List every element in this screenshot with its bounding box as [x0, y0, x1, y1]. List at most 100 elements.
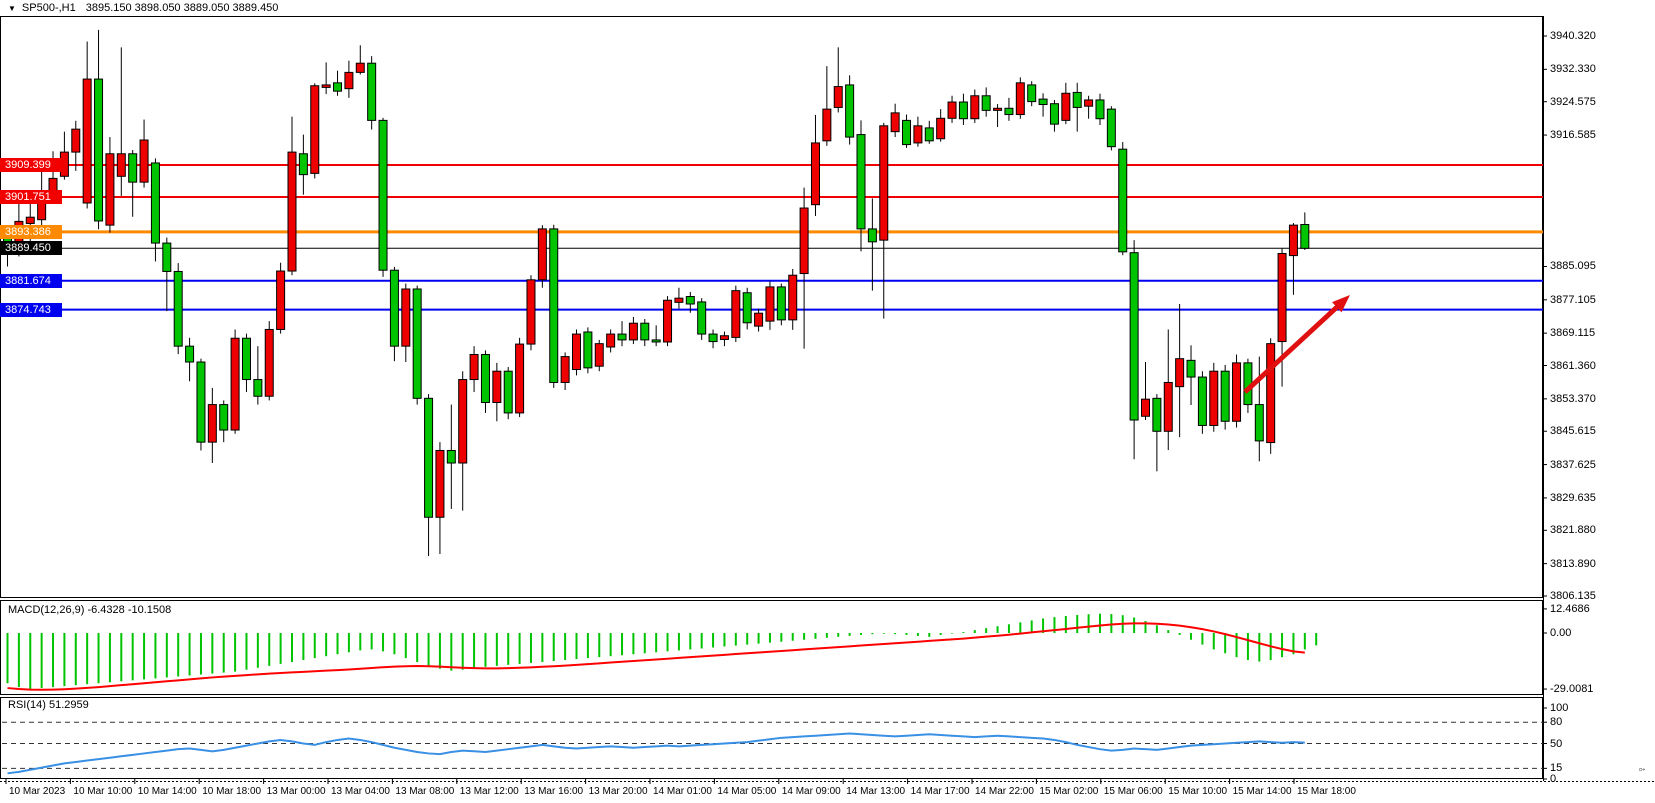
candle-body — [879, 125, 889, 241]
candle-body — [993, 107, 1003, 111]
candle-body — [196, 361, 206, 443]
candle-body — [219, 404, 229, 431]
price-tick-label: 3861.360 — [1550, 359, 1596, 372]
candle-body — [105, 153, 115, 226]
price-line-badge: 3909.399 — [0, 158, 62, 173]
price-tick-label: 3845.615 — [1550, 425, 1596, 438]
time-label: 14 Mar 17:00 — [910, 786, 970, 797]
candle-body — [492, 370, 502, 403]
candle-body — [185, 345, 195, 363]
candle-body — [1288, 224, 1298, 257]
candle-body — [515, 343, 525, 414]
candle-body — [1061, 92, 1071, 121]
symbol-title: SP500-,H1 — [21, 2, 76, 14]
candle-body — [503, 370, 513, 414]
time-label: 14 Mar 13:00 — [846, 786, 906, 797]
candle-body — [924, 127, 934, 142]
candle-body — [1129, 252, 1139, 421]
candle-body — [913, 125, 923, 144]
price-tick-label: 3924.575 — [1550, 95, 1596, 108]
time-label: 15 Mar 14:00 — [1232, 786, 1292, 797]
time-label: 13 Mar 08:00 — [395, 786, 455, 797]
price-tick-label: 3932.330 — [1550, 63, 1596, 76]
candle-body — [936, 117, 946, 140]
candle-body — [822, 108, 832, 142]
candle-body — [321, 84, 331, 88]
candle-body — [1186, 359, 1196, 378]
time-label: 13 Mar 12:00 — [459, 786, 519, 797]
rsi-label: RSI(14) 51.2959 — [8, 699, 89, 711]
candle-body — [424, 397, 434, 518]
candle-body — [1038, 98, 1048, 106]
macd-tick-label: -29.0081 — [1550, 683, 1594, 696]
price-tick-label: 3916.585 — [1550, 129, 1596, 142]
title-bar: ▼ SP500-,H1 3895.150 3898.050 3889.050 3… — [0, 0, 1655, 16]
candle-body — [1095, 99, 1105, 120]
price-tick-label: 3829.635 — [1550, 491, 1596, 504]
candle-body — [947, 101, 957, 119]
candle-body — [94, 78, 104, 222]
candle-body — [1197, 376, 1207, 426]
candle-body — [139, 139, 149, 183]
candle-body — [1277, 253, 1287, 343]
candle-body — [1209, 370, 1219, 426]
candle-body — [731, 290, 741, 338]
candle-body — [378, 119, 388, 271]
candle-body — [162, 242, 172, 272]
trend-arrow-head — [1332, 295, 1350, 313]
candle-body — [754, 312, 764, 327]
candle-body — [537, 228, 547, 281]
candle-body — [446, 449, 456, 464]
candle-body — [526, 279, 536, 345]
candle-body — [150, 162, 160, 244]
ohlc-readout: 3895.150 3898.050 3889.050 3889.450 — [85, 2, 279, 14]
candle-body — [674, 297, 684, 303]
candle-body — [799, 207, 809, 275]
candle-body — [970, 95, 980, 120]
price-line-badge: 3901.751 — [0, 189, 62, 204]
candle-body — [1232, 362, 1242, 422]
price-tick-label: 3813.890 — [1550, 557, 1596, 570]
time-label: 14 Mar 22:00 — [975, 786, 1034, 797]
candle-body — [82, 78, 92, 204]
price-tick-label: 3877.105 — [1550, 293, 1596, 306]
time-label: 15 Mar 06:00 — [1103, 786, 1163, 797]
symbol-dropdown-icon[interactable]: ▼ — [8, 3, 16, 13]
price-tick-label: 3853.370 — [1550, 392, 1596, 405]
price-line-badge: 3881.674 — [0, 273, 62, 288]
candle-body — [572, 333, 581, 371]
rsi-line — [7, 732, 1305, 775]
candle-body — [1300, 224, 1310, 249]
candle-body — [128, 153, 138, 183]
rsi-pane-border — [0, 697, 1543, 779]
candle-body — [594, 343, 604, 367]
candle-body — [276, 270, 286, 330]
time-label: 15 Mar 02:00 — [1039, 786, 1099, 797]
candle-body — [1175, 358, 1185, 388]
candle-body — [833, 86, 843, 108]
time-label: 10 Mar 18:00 — [202, 786, 262, 797]
rsi-tick-label: 50 — [1550, 737, 1563, 750]
candle-body — [264, 328, 274, 397]
time-label: 13 Mar 00:00 — [266, 786, 326, 797]
candle-body — [230, 337, 240, 431]
candle-body — [640, 322, 650, 341]
rsi-tick-label: 80 — [1550, 716, 1563, 729]
candle-body — [1152, 397, 1162, 432]
trend-arrow[interactable] — [1243, 299, 1345, 394]
candle-body — [902, 119, 912, 146]
time-label: 13 Mar 16:00 — [524, 786, 584, 797]
price-tick-label: 3940.320 — [1550, 30, 1596, 42]
price-tick-label: 3806.135 — [1550, 589, 1596, 602]
candle-body — [651, 339, 661, 343]
price-tick-label: 3869.115 — [1550, 327, 1596, 340]
candle-body — [333, 82, 343, 92]
candle-body — [1266, 343, 1276, 444]
candle-body — [867, 228, 877, 243]
candle-body — [253, 379, 263, 397]
candle-body — [719, 335, 729, 340]
candle-body — [116, 153, 126, 177]
price-tick-label: 3885.095 — [1550, 260, 1596, 273]
